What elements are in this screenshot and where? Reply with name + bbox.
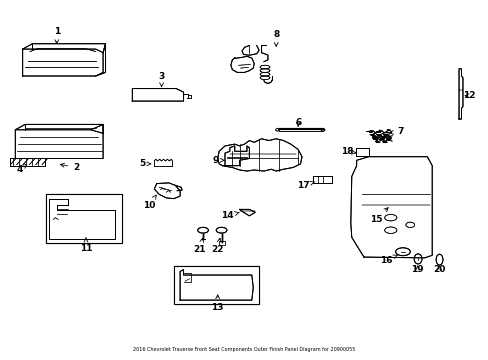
Bar bbox=[173, 266, 259, 304]
Text: 14: 14 bbox=[221, 211, 239, 220]
Bar bbox=[355, 148, 368, 156]
Bar bbox=[355, 148, 368, 156]
Text: 10: 10 bbox=[143, 195, 156, 210]
Bar bbox=[312, 176, 331, 183]
Text: 20: 20 bbox=[432, 265, 445, 274]
Text: 11: 11 bbox=[80, 238, 92, 253]
Bar bbox=[218, 241, 224, 244]
Text: 7: 7 bbox=[389, 127, 403, 136]
Bar bbox=[218, 241, 224, 244]
Text: 4: 4 bbox=[17, 165, 27, 174]
Text: 9: 9 bbox=[212, 156, 224, 165]
Text: 5: 5 bbox=[139, 159, 151, 168]
Bar bbox=[173, 266, 259, 304]
Text: 6: 6 bbox=[294, 118, 301, 127]
Text: 15: 15 bbox=[369, 208, 387, 224]
Text: 12: 12 bbox=[462, 91, 474, 100]
Text: 18: 18 bbox=[340, 147, 355, 156]
Text: 2016 Chevrolet Traverse Front Seat Components Outer Finish Panel Diagram for 209: 2016 Chevrolet Traverse Front Seat Compo… bbox=[133, 347, 355, 352]
Text: 22: 22 bbox=[211, 238, 224, 255]
Text: 1: 1 bbox=[54, 27, 60, 44]
Text: 17: 17 bbox=[296, 181, 314, 190]
Text: 13: 13 bbox=[211, 295, 224, 312]
Text: 19: 19 bbox=[410, 265, 423, 274]
Text: 16: 16 bbox=[379, 255, 397, 265]
Bar bbox=[46, 194, 122, 243]
Bar bbox=[312, 176, 331, 183]
Text: 21: 21 bbox=[193, 238, 205, 255]
Text: 2: 2 bbox=[61, 163, 79, 172]
Text: 8: 8 bbox=[272, 30, 279, 46]
Text: 3: 3 bbox=[158, 72, 164, 87]
Bar bbox=[46, 194, 122, 243]
